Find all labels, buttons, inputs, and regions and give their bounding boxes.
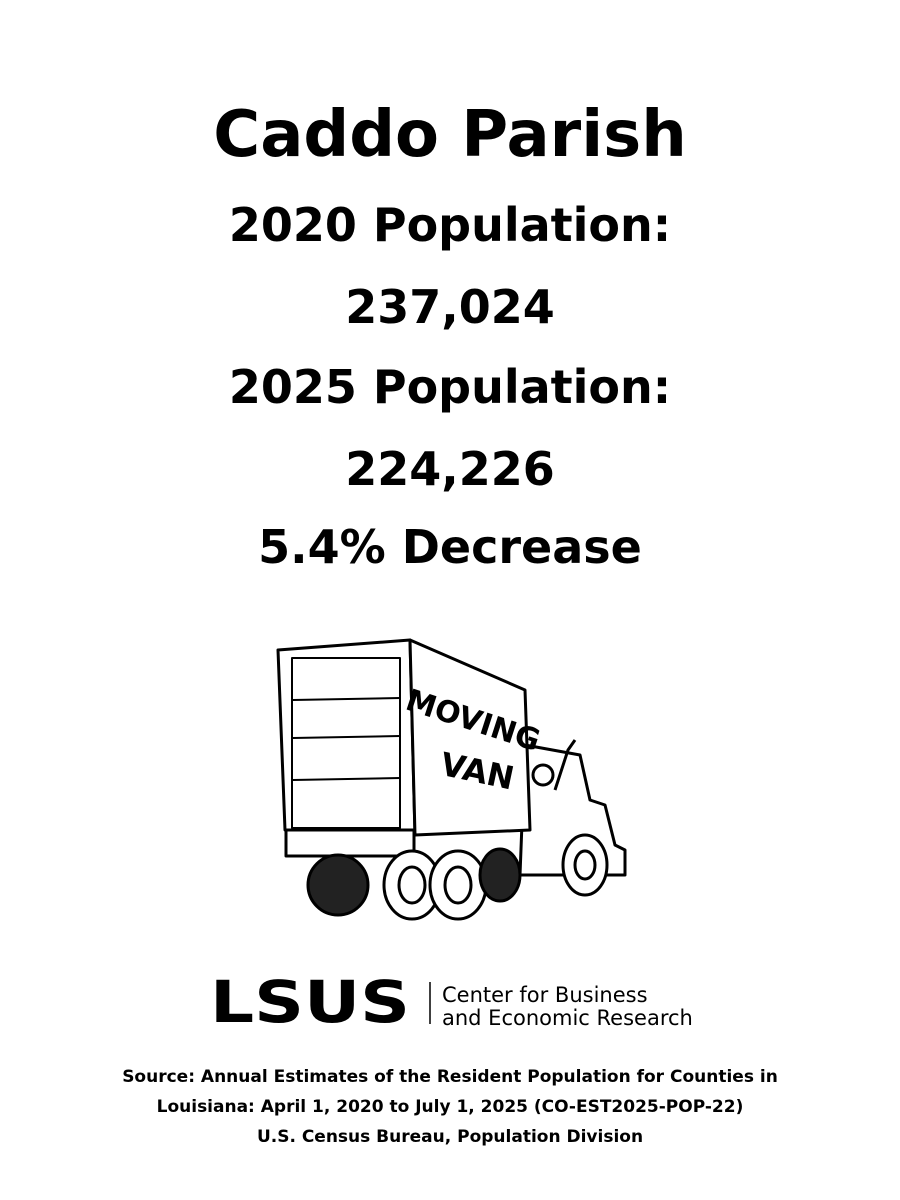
logo-text: and Economic Research <box>442 1006 693 1030</box>
logo-mark: LSUS <box>210 968 410 1036</box>
stat-value: 224,226 <box>345 442 555 496</box>
stat-label: 2020 Population: <box>228 198 672 252</box>
change: 5.4% Decrease <box>258 520 642 574</box>
title: Caddo Parish <box>213 98 687 172</box>
source-line: Louisiana: April 1, 2020 to July 1, 2025… <box>156 1097 744 1117</box>
stat-label: 2025 Population: <box>228 360 672 414</box>
stat-value: 237,024 <box>345 280 555 334</box>
logo-text: Center for Business <box>442 983 648 1007</box>
source-line: U.S. Census Bureau, Population Division <box>256 1127 644 1147</box>
source-line: Source: Annual Estimates of the Resident… <box>122 1067 778 1087</box>
